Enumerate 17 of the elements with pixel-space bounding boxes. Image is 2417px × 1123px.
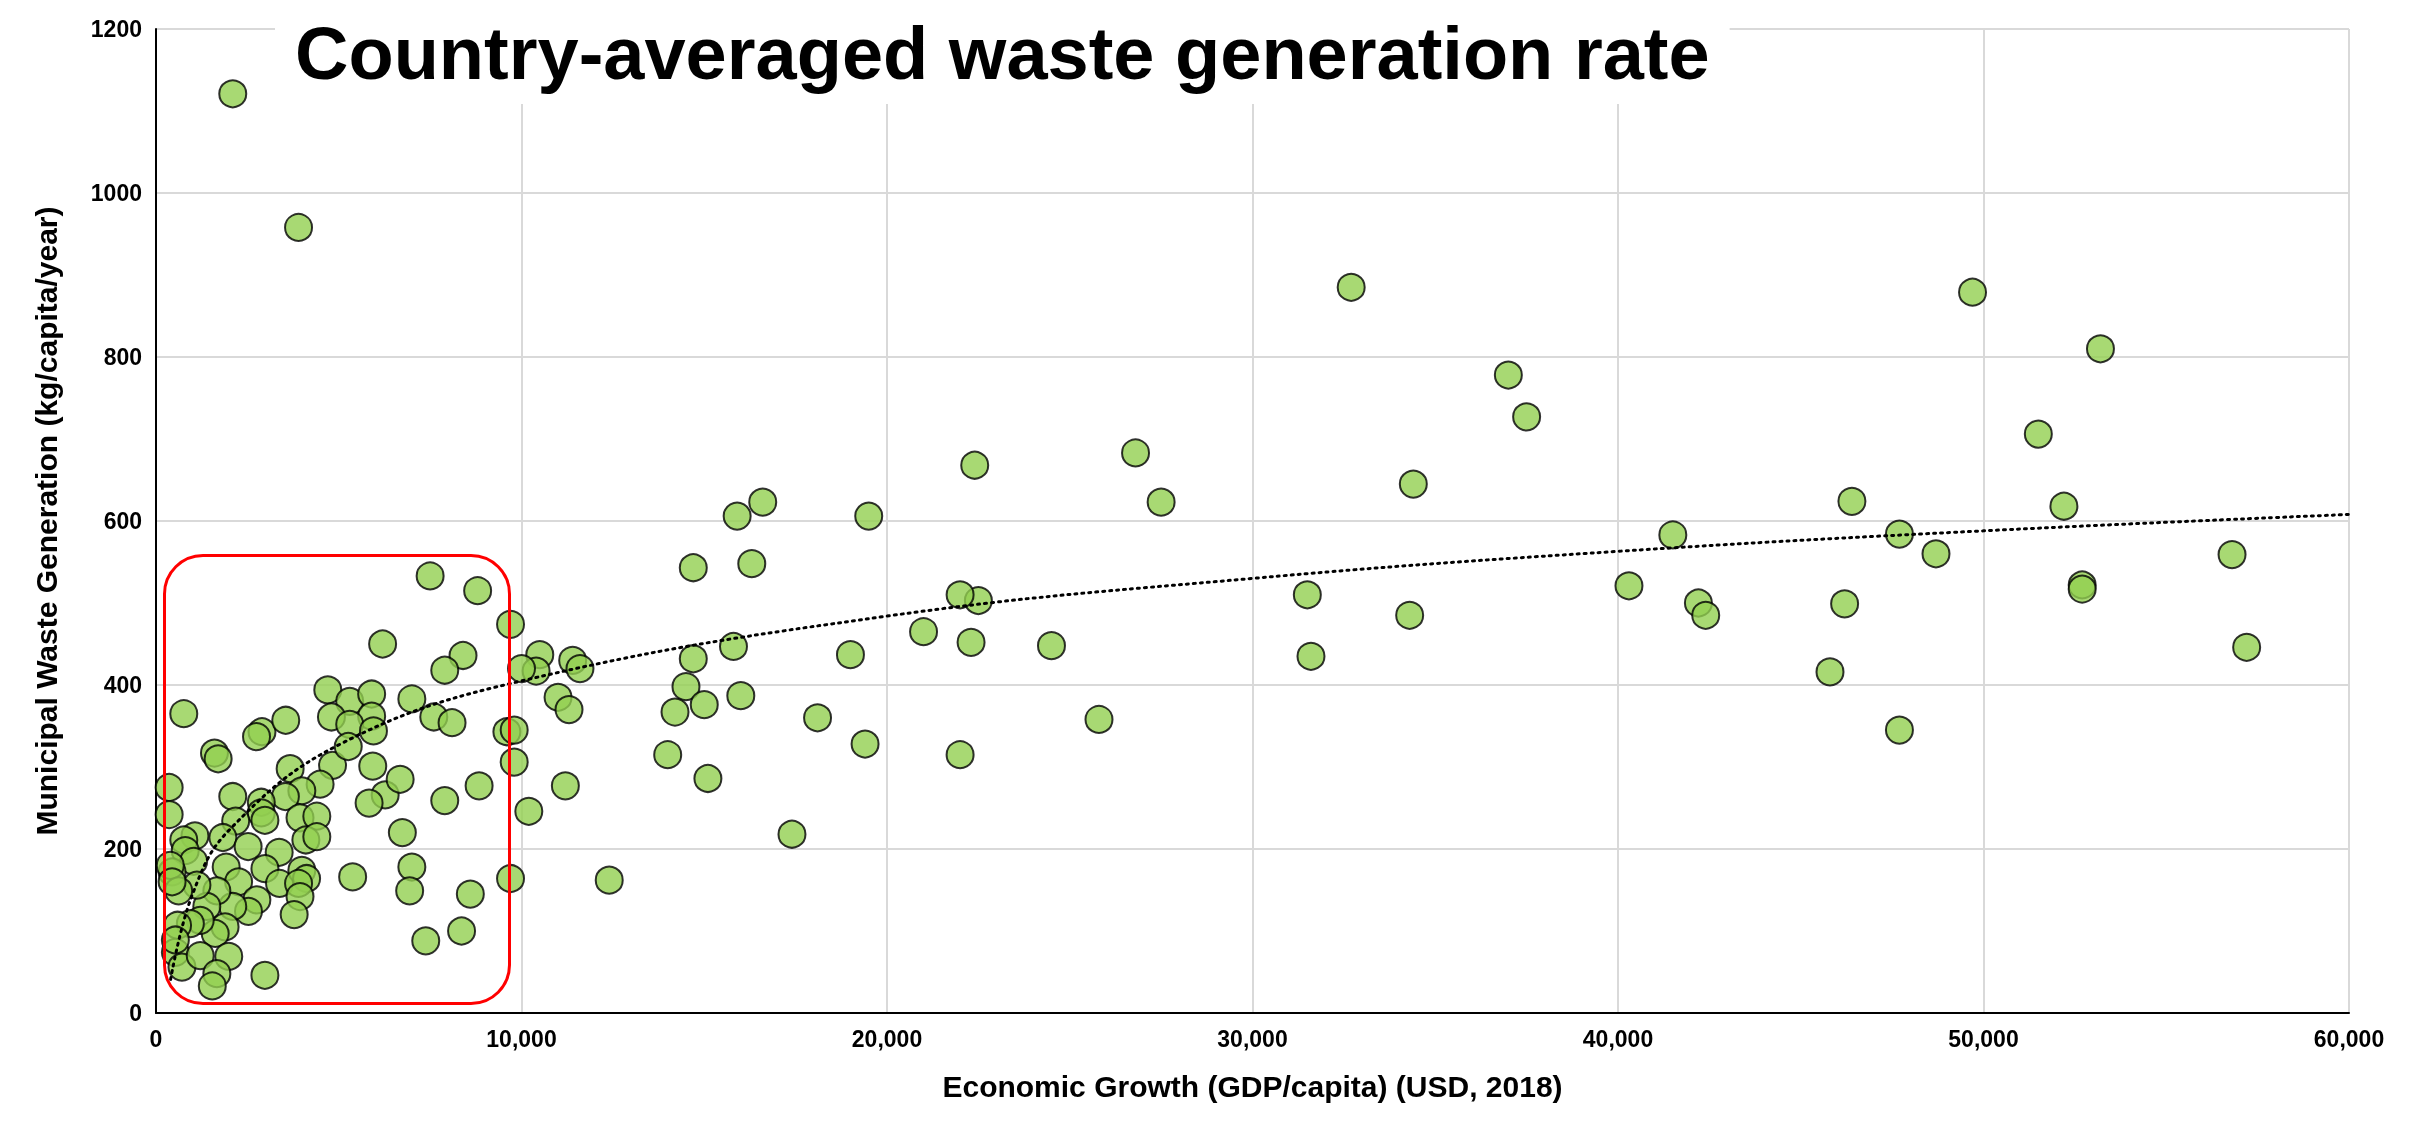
chart-title: Country-averaged waste generation rate	[295, 11, 1710, 95]
x-axis-title: Economic Growth (GDP/capita) (USD, 2018)	[942, 1069, 1563, 1103]
x-tick-label: 60,000	[2313, 1025, 2385, 1052]
x-tick-label: 40,000	[1582, 1025, 1654, 1052]
y-tick-label: 600	[103, 508, 142, 534]
x-tick-label: 10,000	[486, 1025, 557, 1052]
y-tick-label: 200	[103, 836, 142, 862]
x-tick-label: 50,000	[1948, 1025, 2019, 1052]
y-tick-label: 0	[129, 1000, 142, 1026]
x-tick-label: 30,000	[1217, 1025, 1288, 1052]
y-axis-title: Municipal Waste Generation (kg/capita/year)	[29, 206, 63, 836]
x-tick-label: 20,000	[851, 1025, 923, 1052]
y-tick-label: 400	[103, 672, 142, 698]
x-tick-label: 0	[149, 1025, 163, 1052]
y-tick-label: 1000	[90, 180, 142, 206]
y-tick-label: 800	[103, 344, 142, 370]
y-tick-label: 1200	[90, 16, 142, 42]
